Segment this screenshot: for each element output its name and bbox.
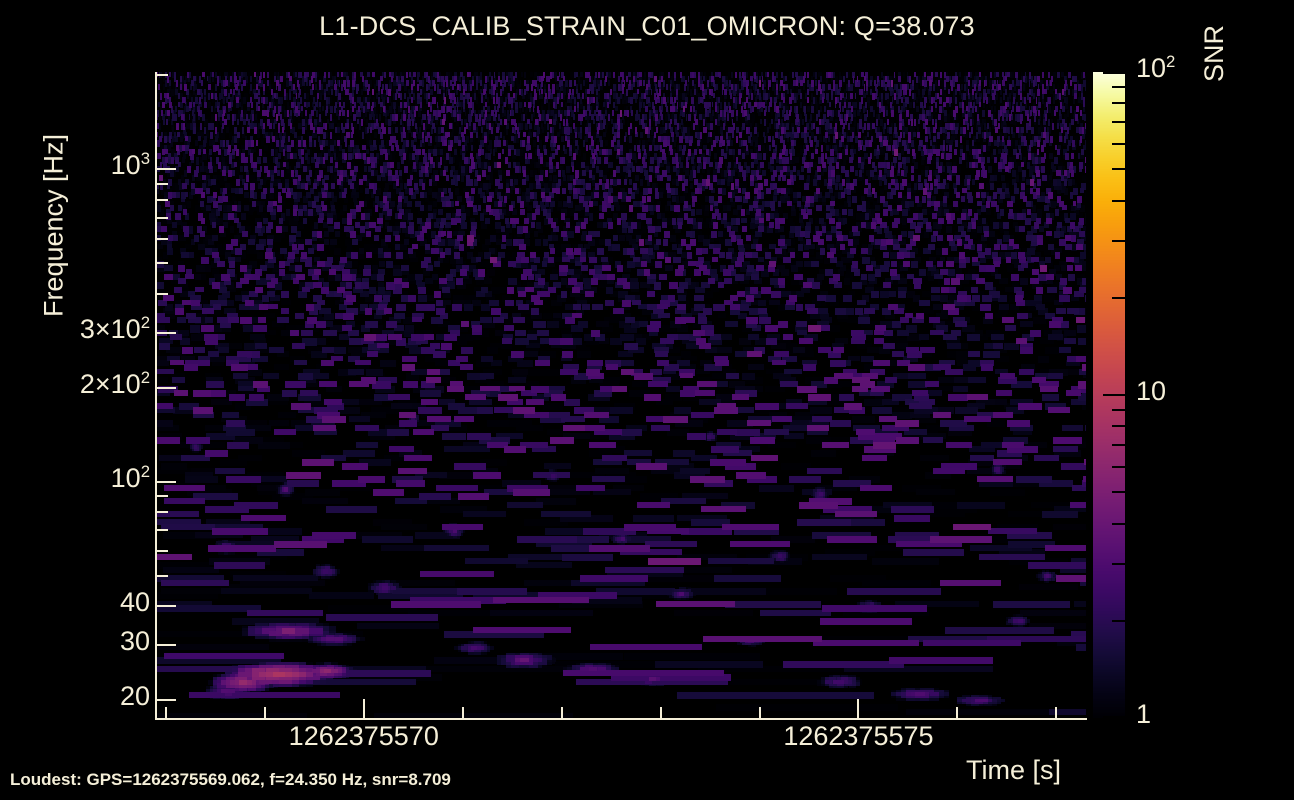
y-axis-tick-label: 20: [119, 680, 150, 711]
x-axis-tick-label: 1262375575: [783, 721, 934, 751]
x-axis-tick-minor: [1055, 707, 1058, 718]
colorbar-tick-minor: [1112, 408, 1125, 411]
colorbar-tick-minor: [1112, 85, 1125, 88]
x-axis-tick-minor: [263, 707, 266, 718]
x-axis-tick-minor: [956, 707, 959, 718]
page-title: L1-DCS_CALIB_STRAIN_C01_OMICRON: Q=38.07…: [319, 11, 975, 41]
colorbar-tick-minor: [1112, 562, 1125, 565]
y-axis-tick-label: 103: [110, 149, 150, 181]
y-axis-tick-label: 2×102: [79, 367, 150, 399]
spectrogram-plot-area: [156, 72, 1086, 718]
y-axis-tick-minor: [157, 494, 168, 497]
colorbar-tick-minor: [1112, 142, 1125, 145]
x-axis-title: Time [s]: [966, 755, 1062, 785]
colorbar-tick-minor: [1112, 425, 1125, 428]
y-axis-tick-major: [157, 168, 176, 171]
colorbar-tick-minor: [1112, 522, 1125, 525]
y-axis-tick-minor: [157, 574, 168, 577]
x-axis-tick-minor: [560, 707, 563, 718]
colorbar-tick-minor: [1112, 102, 1125, 105]
y-axis-tick-label: 102: [110, 461, 150, 493]
y-axis-tick-minor: [157, 549, 168, 552]
x-axis-tick-minor: [164, 707, 167, 718]
y-axis-tick-major: [157, 480, 176, 483]
axis-frame-left: [155, 72, 157, 720]
y-axis-tick-major: [157, 386, 176, 389]
y-axis-tick-label: 40: [119, 586, 150, 617]
x-axis-tick-minor: [461, 707, 464, 718]
y-axis-tick-minor: [157, 74, 168, 77]
x-axis-tick-major: [857, 699, 860, 718]
axis-frame-bottom: [155, 718, 1087, 720]
snr-colorbar: [1093, 72, 1125, 718]
y-axis-tick-minor: [157, 237, 168, 240]
y-axis-tick-minor: [157, 528, 168, 531]
colorbar-tick-minor: [1112, 121, 1125, 124]
spectrogram-heatmap: [156, 72, 1086, 718]
x-axis-tick-label: 1262375570: [288, 721, 439, 751]
colorbar-tick-minor: [1112, 491, 1125, 494]
x-axis-tick-minor: [758, 707, 761, 718]
colorbar-tick-label: 1: [1136, 699, 1152, 729]
y-axis-tick-minor: [157, 510, 168, 513]
colorbar-tick-minor: [1112, 199, 1125, 202]
y-axis-tick-minor: [157, 182, 168, 185]
x-axis-tick-major: [362, 699, 365, 718]
y-axis-tick-minor: [157, 198, 168, 201]
y-axis-tick-major: [157, 643, 176, 646]
y-axis-tick-minor: [157, 216, 168, 219]
colorbar-tick-minor: [1112, 239, 1125, 242]
y-axis-tick-minor: [157, 262, 168, 265]
colorbar-tick-major: [1103, 394, 1125, 396]
colorbar-tick-label: 102: [1136, 52, 1176, 83]
colorbar-tick-minor: [1112, 444, 1125, 447]
colorbar-tick-label: 10: [1136, 376, 1167, 406]
y-axis-tick-major: [157, 698, 176, 701]
colorbar-tick-minor: [1112, 296, 1125, 299]
y-axis-tick-label: 30: [119, 625, 150, 656]
y-axis-title: Frequency [Hz]: [38, 133, 69, 318]
colorbar-tick-minor: [1112, 465, 1125, 468]
y-axis-tick-label: 3×102: [79, 312, 150, 344]
y-axis-tick-major: [157, 604, 176, 607]
y-axis-tick-major: [157, 331, 176, 334]
colorbar-tick-major: [1103, 716, 1125, 718]
x-axis-tick-minor: [659, 707, 662, 718]
y-axis-tick-minor: [157, 292, 168, 295]
colorbar-tick-major: [1103, 72, 1125, 74]
colorbar-title: SNR: [1199, 24, 1229, 82]
colorbar-tick-minor: [1112, 168, 1125, 171]
loudest-event-footer: Loudest: GPS=1262375569.062, f=24.350 Hz…: [10, 770, 451, 789]
colorbar-tick-minor: [1112, 619, 1125, 622]
